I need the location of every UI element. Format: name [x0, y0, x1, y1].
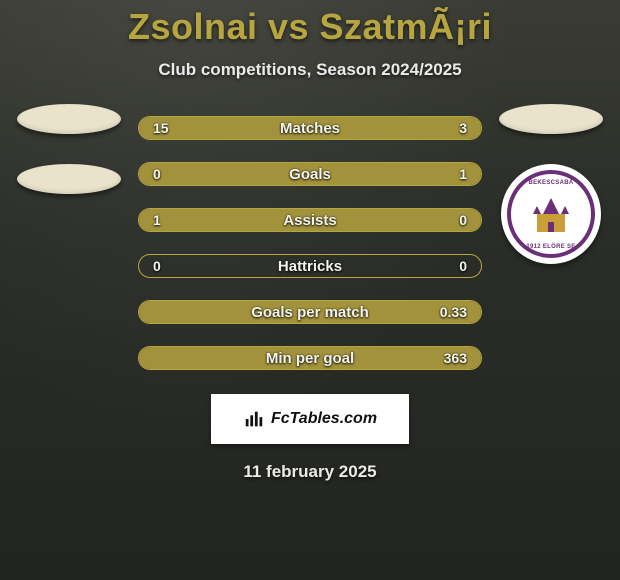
brand-link[interactable]: FcTables.com: [211, 394, 409, 444]
stat-value-right: 1: [425, 166, 481, 182]
stat-value-left: 1: [139, 212, 195, 228]
chart-icon: [243, 408, 265, 430]
club-crest: BEKESCSABA 1912 ELÖRE SE: [501, 164, 601, 264]
stats-block: BEKESCSABA 1912 ELÖRE SE 15 Matches 3: [138, 116, 482, 370]
stat-row: 15 Matches 3: [138, 116, 482, 140]
stat-value-left: 15: [139, 120, 195, 136]
left-badge-column: [0, 104, 144, 194]
stat-row: 1 Assists 0: [138, 208, 482, 232]
stat-label: Min per goal: [195, 350, 425, 367]
stat-row: 0 Goals 1: [138, 162, 482, 186]
player-left-oval-1: [17, 104, 121, 134]
crest-building-icon: [527, 196, 575, 236]
stat-label: Assists: [195, 212, 425, 229]
stat-label: Matches: [195, 120, 425, 137]
footer-date: 11 february 2025: [243, 462, 376, 482]
content-root: Zsolnai vs SzatmÃ¡ri Club competitions, …: [0, 0, 620, 580]
player-right-oval-1: [499, 104, 603, 134]
stat-row: Min per goal 363: [138, 346, 482, 370]
stat-value-right: 0: [425, 212, 481, 228]
club-crest-inner: BEKESCSABA 1912 ELÖRE SE: [507, 170, 595, 258]
stat-value-right: 363: [425, 350, 481, 366]
brand-label: FcTables.com: [271, 410, 377, 428]
page-title: Zsolnai vs SzatmÃ¡ri: [128, 6, 492, 48]
crest-mid-text: 1912 ELÖRE SE: [511, 244, 591, 250]
player-left-oval-2: [17, 164, 121, 194]
stat-value-left: 0: [139, 166, 195, 182]
stat-value-left: 0: [139, 258, 195, 274]
stat-label: Goals per match: [195, 304, 425, 321]
subtitle: Club competitions, Season 2024/2025: [158, 60, 461, 80]
stat-label: Goals: [195, 166, 425, 183]
stat-value-right: 3: [425, 120, 481, 136]
stat-row: 0 Hattricks 0: [138, 254, 482, 278]
stat-value-right: 0: [425, 258, 481, 274]
crest-top-text: BEKESCSABA: [511, 180, 591, 186]
right-badge-column: BEKESCSABA 1912 ELÖRE SE: [476, 104, 620, 264]
stat-value-right: 0.33: [425, 304, 481, 320]
stat-label: Hattricks: [195, 258, 425, 275]
stat-row: Goals per match 0.33: [138, 300, 482, 324]
